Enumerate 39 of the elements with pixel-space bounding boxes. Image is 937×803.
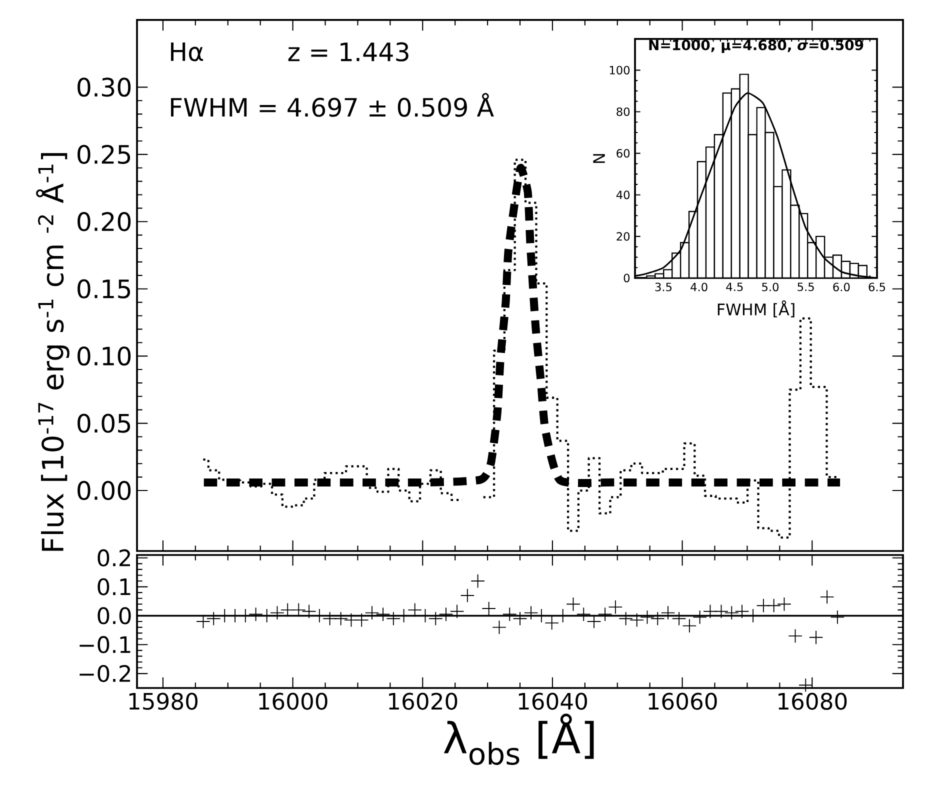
x-tick-label: 6.0 — [833, 282, 850, 292]
x-tick-label: 4.5 — [726, 282, 743, 292]
y-tick-label: −0.1 — [80, 636, 130, 654]
y-tick-label: 0.30 — [78, 78, 131, 97]
x-tick-label: 16000 — [259, 692, 328, 710]
x-tick-label: 5.5 — [798, 282, 814, 292]
text: Flux [10$^{-17}$ erg s$^{-1}$ cm $^{-2}$ Å$^{-1}$] — [36, 153, 70, 551]
y-tick-label: 0.0 — [98, 607, 131, 624]
y-tick-label: 0.1 — [98, 578, 130, 596]
x-axis-title: FWHM [Å] — [718, 300, 794, 318]
y-tick-label: 0 — [624, 274, 630, 282]
x-axis-title: λ$_{obs}$ [Å] — [444, 714, 594, 765]
y-tick-label: 0.20 — [78, 212, 131, 232]
y-axis-title: N — [593, 154, 605, 163]
y-tick-label: −0.2 — [80, 664, 130, 682]
x-tick-label: 16080 — [778, 692, 847, 710]
y-tick-label: 0.25 — [78, 144, 130, 164]
y-tick-label: 0.00 — [78, 480, 131, 500]
y-tick-label: 100 — [610, 66, 630, 74]
annotation: z = 1.443 — [288, 42, 408, 62]
x-tick-label: 16040 — [518, 692, 587, 710]
chart-title: N=1000, μ=4.680, σ=0.509 — [649, 40, 864, 54]
y-tick-label: 20 — [616, 232, 630, 241]
x-tick-label: 5.0 — [762, 282, 779, 292]
y-tick-label: 0.15 — [78, 279, 130, 298]
x-tick-label: 16020 — [389, 692, 458, 710]
y-tick-label: 0.2 — [98, 549, 130, 566]
x-tick-label: 15980 — [129, 692, 198, 710]
y-tick-label: 40 — [616, 190, 630, 200]
x-tick-label: 3.5 — [655, 282, 672, 292]
y-tick-label: 0.10 — [78, 346, 131, 366]
annotation: Hα — [171, 42, 204, 62]
y-tick-label: 0.05 — [78, 414, 130, 433]
y-tick-label: 80 — [616, 107, 630, 116]
annotation: FWHM = 4.697 ± 0.509 Å — [171, 93, 494, 117]
y-tick-label: 60 — [616, 149, 630, 158]
x-tick-label: 6.5 — [868, 282, 886, 292]
x-tick-label: 16060 — [648, 692, 717, 710]
x-tick-label: 4.0 — [690, 282, 708, 292]
